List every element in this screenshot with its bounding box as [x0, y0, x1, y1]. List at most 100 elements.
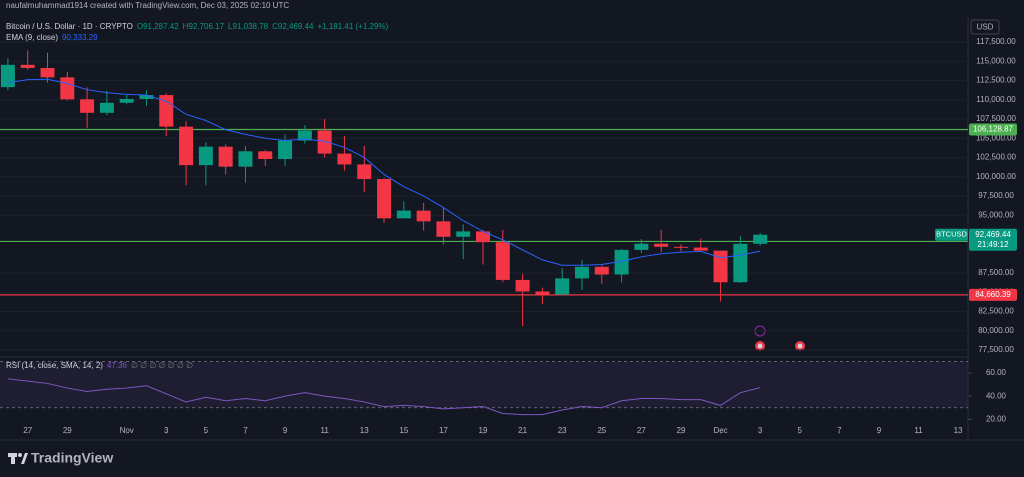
- candle-body: [574, 266, 589, 279]
- candle-body: [673, 246, 688, 248]
- x-tick-label: 5: [204, 426, 209, 435]
- rsi-line: [7, 378, 761, 416]
- y-tick-label: 40.00: [986, 391, 1007, 400]
- ohlc-value: L91,038.78: [228, 22, 269, 31]
- candle-body: [535, 291, 550, 295]
- symbol-title: Bitcoin / U.S. Dollar · 1D · CRYPTO: [6, 22, 133, 31]
- y-tick-label: 110,000.00: [976, 95, 1016, 104]
- level-label-box: [969, 288, 1017, 301]
- candle-body: [634, 243, 649, 250]
- rsi-band: [0, 361, 968, 408]
- y-tick-label: 105,000.00: [976, 133, 1017, 142]
- candle-body: [733, 243, 748, 283]
- candle-body: [594, 266, 609, 275]
- y-tick-label: 82,500.00: [978, 307, 1014, 316]
- y-tick-label: 102,500.00: [976, 153, 1017, 162]
- candle-body: [396, 210, 411, 219]
- candle-body: [99, 102, 114, 113]
- x-tick-label: 21: [518, 426, 527, 435]
- candle-body: [495, 242, 510, 280]
- x-tick-label: 7: [243, 426, 248, 435]
- x-tick-label: 29: [63, 426, 72, 435]
- ohlc-value: H92,706.17: [183, 22, 225, 31]
- x-tick-label: 7: [837, 426, 842, 435]
- change: +1,181.41 (+1.29%): [317, 22, 388, 31]
- candle-body: [515, 279, 530, 292]
- icon: [757, 343, 763, 349]
- rsi-legend: RSI (14, close, SMA, 14, 2) 47.36 ∅ ∅ ∅ ∅ …: [6, 361, 193, 370]
- candle-body: [198, 146, 213, 166]
- y-tick-label: 107,500.00: [976, 114, 1017, 123]
- last-price-box: [969, 228, 1017, 251]
- y-tick-label: 80,000.00: [978, 326, 1014, 335]
- y-tick-label: 117,500.00: [976, 37, 1016, 46]
- last-price-label: 92,469.44: [975, 230, 1011, 239]
- x-tick-label: 3: [758, 426, 763, 435]
- candle-body: [317, 130, 332, 154]
- x-tick-label: 15: [399, 426, 408, 435]
- candle-body: [456, 231, 471, 237]
- y-tick-label: 95,000.00: [978, 210, 1014, 219]
- candle-body: [238, 151, 253, 167]
- x-tick-label: 23: [558, 426, 567, 435]
- x-tick-label: 25: [597, 426, 606, 435]
- x-tick-label: 5: [798, 426, 803, 435]
- candle-body: [278, 140, 293, 160]
- x-tick-label: 9: [283, 426, 288, 435]
- candle-body: [377, 179, 392, 219]
- candle-body: [476, 231, 491, 243]
- candle-body: [357, 164, 372, 180]
- level-label-box: [969, 123, 1017, 136]
- y-tick-label: 115,000.00: [976, 56, 1016, 65]
- symbol-legend: Bitcoin / U.S. Dollar · 1D · CRYPTO O91,2…: [6, 22, 389, 31]
- candle-body: [20, 64, 35, 68]
- rsi-extra: ∅ ∅ ∅ ∅ ∅ ∅ ∅: [131, 361, 193, 370]
- level-label: 106,128.87: [973, 125, 1014, 134]
- indicator-value: 90,333.29: [62, 33, 98, 42]
- candle-body: [416, 210, 431, 222]
- currency-box: [970, 19, 1000, 35]
- rsi-name: RSI (14, close, SMA, 14, 2): [6, 361, 103, 370]
- x-tick-label: 27: [23, 426, 32, 435]
- x-tick-label: 3: [164, 426, 169, 435]
- logo-part: [21, 453, 28, 464]
- y-tick-label: 100,000.00: [976, 172, 1017, 181]
- x-tick-label: 11: [320, 426, 329, 435]
- x-tick-label: 9: [877, 426, 882, 435]
- currency: USD: [977, 23, 994, 32]
- candle-body: [713, 250, 728, 283]
- candle-body: [436, 221, 451, 237]
- logo-part: [11, 453, 15, 464]
- y-tick-label: 87,500.00: [978, 268, 1014, 277]
- candle-body: [297, 130, 312, 141]
- candle-body: [139, 95, 154, 99]
- candle-body: [258, 151, 273, 160]
- y-tick-label: 97,500.00: [978, 191, 1014, 200]
- y-tick-label: 20.00: [986, 414, 1007, 423]
- candle-body: [0, 64, 15, 88]
- x-tick-label: 13: [954, 426, 963, 435]
- candle-body: [179, 126, 194, 166]
- candle-body: [753, 234, 768, 244]
- logo-part: [18, 453, 22, 457]
- ema-line: [7, 78, 761, 266]
- candle-body: [218, 146, 233, 167]
- candle-body: [119, 98, 134, 103]
- x-tick-label: 29: [677, 426, 686, 435]
- event-icons: [754, 325, 805, 351]
- brand: TradingView: [31, 450, 113, 466]
- candle-body: [555, 278, 570, 295]
- candle-body: [60, 77, 75, 100]
- y-tick-label: 77,500.00: [978, 345, 1014, 354]
- indicator-name: EMA (9, close): [6, 33, 58, 42]
- rsi-value: 47.36: [107, 361, 128, 370]
- icon: [797, 343, 803, 349]
- candle-body: [40, 67, 55, 78]
- ohlc-value: O91,287.42: [137, 22, 179, 31]
- level-label: 84,660.39: [975, 290, 1011, 299]
- x-tick-label: 11: [914, 426, 923, 435]
- x-tick-label: 13: [360, 426, 369, 435]
- indicator-legend: EMA (9, close) 90,333.29: [6, 33, 98, 42]
